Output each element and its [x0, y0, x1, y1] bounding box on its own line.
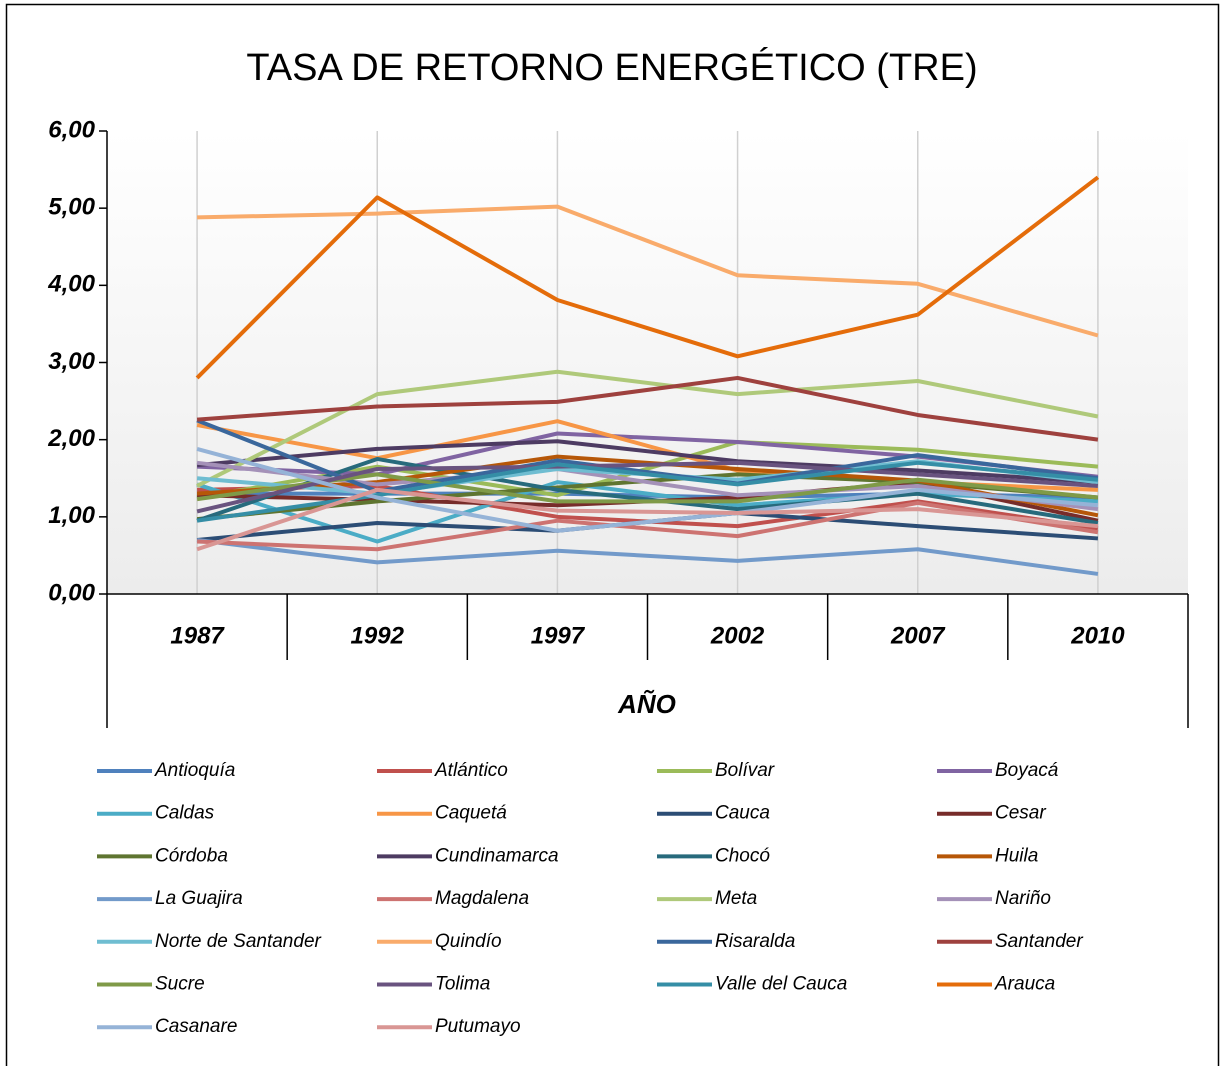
y-tick-label: 2,00: [47, 425, 95, 452]
x-tick-label: 1997: [531, 622, 586, 649]
x-tick-label: 1992: [351, 622, 405, 649]
legend-label: Santander: [995, 931, 1083, 952]
legend-label: Cauca: [715, 803, 770, 824]
legend-label: Cundinamarca: [435, 845, 559, 866]
y-tick-label: 0,00: [48, 579, 95, 606]
series-line: [196, 487, 1099, 552]
y-tick-label: 3,00: [48, 348, 95, 375]
legend-label: Caldas: [155, 803, 215, 824]
legend-label: Cesar: [995, 803, 1046, 824]
x-tick-label: 2002: [710, 622, 765, 649]
legend-label: Caquetá: [435, 803, 507, 824]
legend-label: Sucre: [155, 974, 205, 995]
series-line: [196, 472, 1099, 504]
legend-label: Atlántico: [434, 760, 508, 781]
series-line: [196, 460, 1099, 514]
series-line: [196, 375, 1099, 442]
series-line: [196, 500, 1099, 552]
legend-label: Putumayo: [435, 1016, 521, 1037]
legend-label: Nariño: [995, 888, 1051, 909]
y-tick-label: 5,00: [48, 194, 95, 221]
legend-label: Casanare: [155, 1016, 237, 1037]
series-line: [196, 480, 1099, 544]
legend-label: Arauca: [994, 974, 1055, 995]
legend-label: Magdalena: [435, 888, 529, 909]
legend-label: La Guajira: [155, 888, 243, 909]
legend-label: Córdoba: [155, 845, 228, 866]
x-axis-title: AÑO: [617, 689, 676, 719]
x-tick-label: 2007: [890, 622, 946, 649]
legend-label: Valle del Cauca: [715, 974, 847, 995]
series-line: [195, 175, 1100, 380]
series-line: [196, 537, 1099, 576]
layers: 0,00 1,00 2,00 3,00 4,00 5,00 6,00 1987 1992 1997…: [47, 116, 1189, 1037]
y-tick-label: 1,00: [48, 502, 95, 529]
legend-label: Quindío: [435, 931, 502, 952]
legend-label: Boyacá: [995, 760, 1058, 781]
legend-label: Risaralda: [715, 931, 795, 952]
chart-title: TASA DE RETORNO ENERGÉTICO (TRE): [246, 46, 977, 89]
legend-label: Antioquía: [154, 760, 235, 781]
legend-label: Bolívar: [715, 760, 775, 781]
y-tick-label: 6,00: [48, 116, 95, 143]
legend-label: Norte de Santander: [155, 931, 322, 952]
legend-label: Huila: [995, 845, 1038, 866]
legend-label: Chocó: [715, 845, 770, 866]
legend-label: Tolima: [435, 974, 490, 995]
x-tick-label: 1987: [170, 622, 225, 649]
y-tick-label: 4,00: [47, 271, 95, 298]
legend-label: Meta: [715, 888, 757, 909]
x-tick-label: 2010: [1070, 622, 1125, 649]
series-line: [196, 446, 1099, 533]
series-line: [196, 439, 1099, 485]
